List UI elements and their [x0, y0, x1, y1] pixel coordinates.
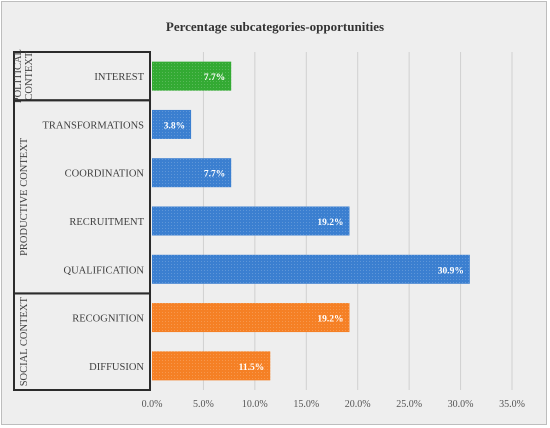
bar [152, 158, 232, 188]
group-label: POLITICALCONTEXT [13, 49, 35, 103]
bar [152, 351, 271, 381]
bar [152, 254, 470, 284]
group-label: PRODUCTIVE CONTEXT [19, 137, 30, 256]
category-label: TRANSFORMATIONS [42, 120, 144, 131]
bar [152, 303, 350, 333]
bar [152, 109, 192, 139]
data-label: 3.8% [164, 121, 185, 131]
data-label: 7.7% [204, 73, 225, 83]
bar [152, 206, 350, 236]
x-tick-label: 15.0% [293, 399, 319, 410]
x-tick-label: 20.0% [345, 399, 371, 410]
x-tick-label: 10.0% [242, 399, 268, 410]
chart-title: Percentage subcategories-opportunities [166, 19, 384, 34]
gridlines [202, 52, 513, 390]
category-label: INTEREST [94, 72, 144, 83]
bar [152, 61, 232, 91]
x-tick-label: 35.0% [499, 399, 525, 410]
x-tick-label: 25.0% [396, 399, 422, 410]
group-box [13, 292, 151, 391]
x-tick-label: 0.0% [142, 399, 163, 410]
category-label: DIFFUSION [89, 362, 144, 373]
data-label: 30.9% [438, 266, 464, 276]
category-groups: POLITICALCONTEXT PRODUCTIVE CONTEXT SOCIAL… [13, 49, 151, 391]
data-label: 11.5% [239, 363, 265, 373]
x-axis-ticks: 0.0% 5.0% 10.0% 15.0% 20.0% 25.0% 30.0% 35.0% [142, 399, 525, 410]
x-tick-label: 30.0% [448, 399, 474, 410]
group-label: SOCIAL CONTEXT [19, 297, 30, 387]
x-tick-label: 5.0% [193, 399, 214, 410]
category-label: QUALIFICATION [64, 265, 145, 276]
data-label: 19.2% [317, 218, 343, 228]
category-label: RECOGNITION [72, 314, 144, 325]
category-label: COORDINATION [65, 169, 145, 180]
category-label: RECRUITMENT [69, 217, 144, 228]
data-label: 7.7% [204, 170, 225, 180]
data-label: 19.2% [317, 315, 343, 325]
bars: INTEREST 7.7% TRANSFORMATIONS 3.8% COORDINAT… [42, 61, 470, 381]
